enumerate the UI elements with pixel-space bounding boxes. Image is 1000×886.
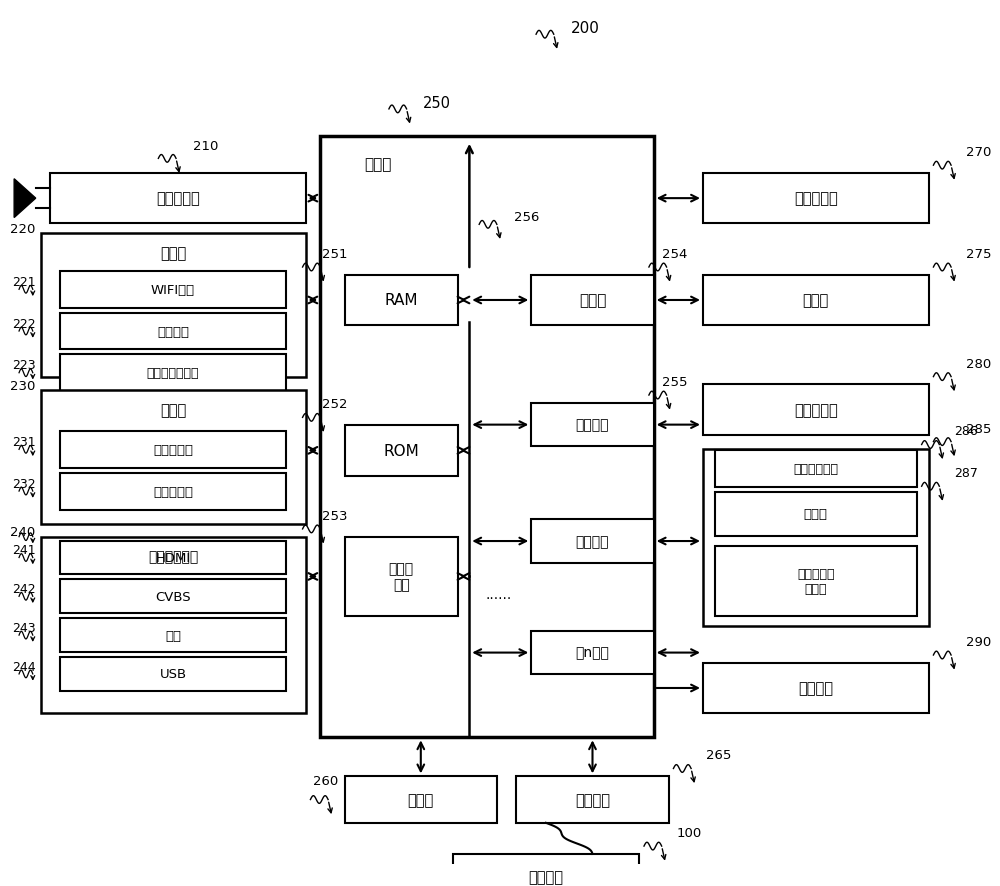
Text: 250: 250 [423, 96, 451, 111]
Bar [531, 403, 654, 447]
Text: 显示器: 显示器 [803, 293, 829, 308]
Bar [60, 355, 286, 392]
Text: 调谐解调器: 调谐解调器 [156, 191, 200, 206]
Bar [453, 854, 639, 886]
Bar [715, 493, 917, 536]
Text: RAM: RAM [384, 293, 418, 308]
Text: 251: 251 [322, 248, 348, 260]
Bar [531, 276, 654, 326]
Text: 265: 265 [706, 749, 731, 762]
Text: 处理器: 处理器 [579, 293, 606, 308]
Bar [703, 385, 929, 435]
Text: 通信器: 通信器 [160, 245, 186, 260]
Text: 255: 255 [662, 376, 687, 389]
Text: 221: 221 [12, 276, 36, 289]
Text: 285: 285 [966, 422, 991, 435]
Bar [320, 137, 654, 738]
Text: 222: 222 [12, 317, 36, 330]
Text: 存储器: 存储器 [408, 792, 434, 807]
Text: 第一接口: 第一接口 [576, 418, 609, 432]
Text: 210: 210 [193, 140, 218, 153]
Text: 图像采集器: 图像采集器 [153, 485, 193, 498]
Bar [41, 537, 306, 713]
Text: 256: 256 [514, 211, 539, 224]
Bar [703, 663, 929, 713]
Text: 用户接口: 用户接口 [575, 792, 610, 807]
Text: HDMI: HDMI [156, 551, 191, 564]
Text: 控制器: 控制器 [364, 157, 392, 172]
Text: 第n接口: 第n接口 [576, 646, 609, 660]
Bar [345, 276, 458, 326]
Text: 287: 287 [954, 467, 978, 479]
Text: 252: 252 [322, 398, 348, 411]
Bar [531, 519, 654, 563]
Bar [345, 537, 458, 617]
Bar [60, 431, 286, 469]
Text: 270: 270 [966, 146, 991, 159]
Text: 244: 244 [12, 660, 36, 672]
Text: 260: 260 [313, 773, 339, 787]
Text: 275: 275 [966, 248, 991, 260]
Bar [703, 276, 929, 326]
Text: ......: ...... [486, 587, 512, 602]
Text: 100: 100 [676, 826, 702, 839]
Text: 外部装置接口: 外部装置接口 [148, 549, 198, 563]
Bar [345, 425, 458, 476]
Text: 外接音响输
出端子: 外接音响输 出端子 [797, 568, 834, 595]
Bar [60, 314, 286, 350]
Text: ROM: ROM [383, 443, 419, 458]
Text: 290: 290 [966, 635, 991, 649]
Bar [715, 451, 917, 487]
Text: 声音采集器: 声音采集器 [153, 443, 193, 456]
Text: WIFI模块: WIFI模块 [151, 284, 195, 297]
Text: 图形处
理器: 图形处 理器 [389, 562, 414, 592]
Bar [715, 547, 917, 617]
Text: 200: 200 [570, 21, 599, 35]
Bar [60, 541, 286, 575]
Text: 视频处理器: 视频处理器 [794, 191, 838, 206]
Bar [41, 391, 306, 525]
Text: 220: 220 [10, 222, 36, 236]
Text: 第二接口: 第二接口 [576, 534, 609, 548]
Text: 243: 243 [12, 621, 36, 634]
Bar [60, 272, 286, 308]
Text: 253: 253 [322, 509, 348, 522]
Text: 控制装置: 控制装置 [528, 870, 563, 884]
Text: 供电电源: 供电电源 [798, 680, 833, 696]
Bar [60, 657, 286, 691]
Text: 280: 280 [966, 357, 991, 370]
Bar [703, 174, 929, 224]
Bar [41, 234, 306, 377]
Text: 230: 230 [10, 379, 36, 392]
Text: 286: 286 [954, 425, 978, 438]
Text: 分量: 分量 [165, 629, 181, 641]
Text: CVBS: CVBS [155, 590, 191, 603]
Text: USB: USB [160, 668, 187, 680]
Polygon shape [14, 180, 36, 218]
Bar [531, 631, 654, 674]
Bar [345, 776, 497, 823]
Bar [516, 776, 669, 823]
Text: 254: 254 [662, 248, 687, 260]
Text: 240: 240 [10, 525, 36, 539]
Text: 223: 223 [12, 359, 36, 372]
Text: 音频输出接口: 音频输出接口 [793, 462, 838, 476]
Bar [50, 174, 306, 224]
Bar [60, 579, 286, 614]
Text: 231: 231 [12, 436, 36, 448]
Text: 检测器: 检测器 [160, 402, 186, 417]
Bar [60, 473, 286, 510]
Bar [703, 450, 929, 626]
Text: 音频处理器: 音频处理器 [794, 402, 838, 417]
Text: 蓝牙模块: 蓝牙模块 [157, 325, 189, 338]
Text: 扬声器: 扬声器 [804, 508, 828, 521]
Text: 241: 241 [12, 544, 36, 556]
Text: 242: 242 [12, 582, 36, 595]
Text: 有线以太网模块: 有线以太网模块 [147, 367, 199, 380]
Bar [60, 618, 286, 652]
Text: 232: 232 [12, 478, 36, 490]
